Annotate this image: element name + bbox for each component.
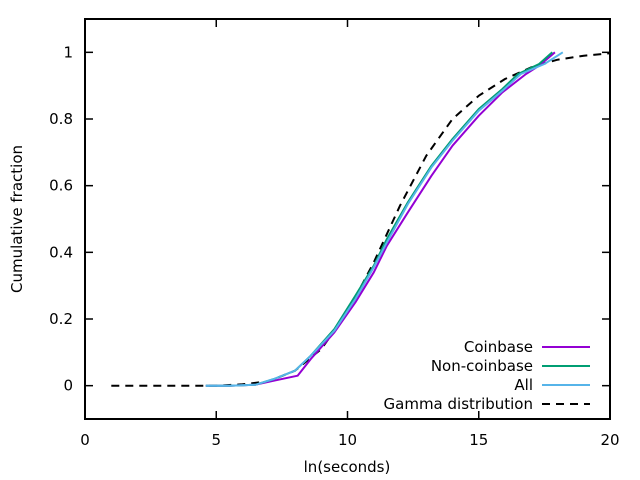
- x-tick-label: 10: [338, 431, 357, 449]
- plot-lines: [111, 51, 611, 387]
- legend-label: Coinbase: [464, 338, 533, 356]
- series-line-all: [205, 51, 564, 387]
- legend-label: Gamma distribution: [384, 395, 533, 413]
- x-tick-label: 20: [600, 431, 619, 449]
- y-tick-label: 1: [63, 43, 73, 61]
- x-tick-label: 0: [80, 431, 90, 449]
- y-tick-label: 0.2: [49, 310, 73, 328]
- axis-ticks: [84, 19, 611, 419]
- y-axis-label: Cumulative fraction: [8, 145, 26, 293]
- x-axis-label: ln(seconds): [304, 458, 391, 476]
- y-tick-label: 0: [63, 377, 73, 395]
- tick-labels: 0 5 10 15 20 0 0.2 0.4 0.6 0.8 1: [49, 43, 619, 449]
- legend-label: Non-coinbase: [431, 357, 533, 375]
- legend-label: All: [514, 376, 533, 394]
- x-tick-label: 15: [469, 431, 488, 449]
- y-tick-label: 0.6: [49, 177, 73, 195]
- y-tick-label: 0.4: [49, 243, 73, 261]
- series-line-coinbase: [205, 51, 556, 387]
- x-tick-label: 5: [211, 431, 221, 449]
- y-tick-label: 0.8: [49, 110, 73, 128]
